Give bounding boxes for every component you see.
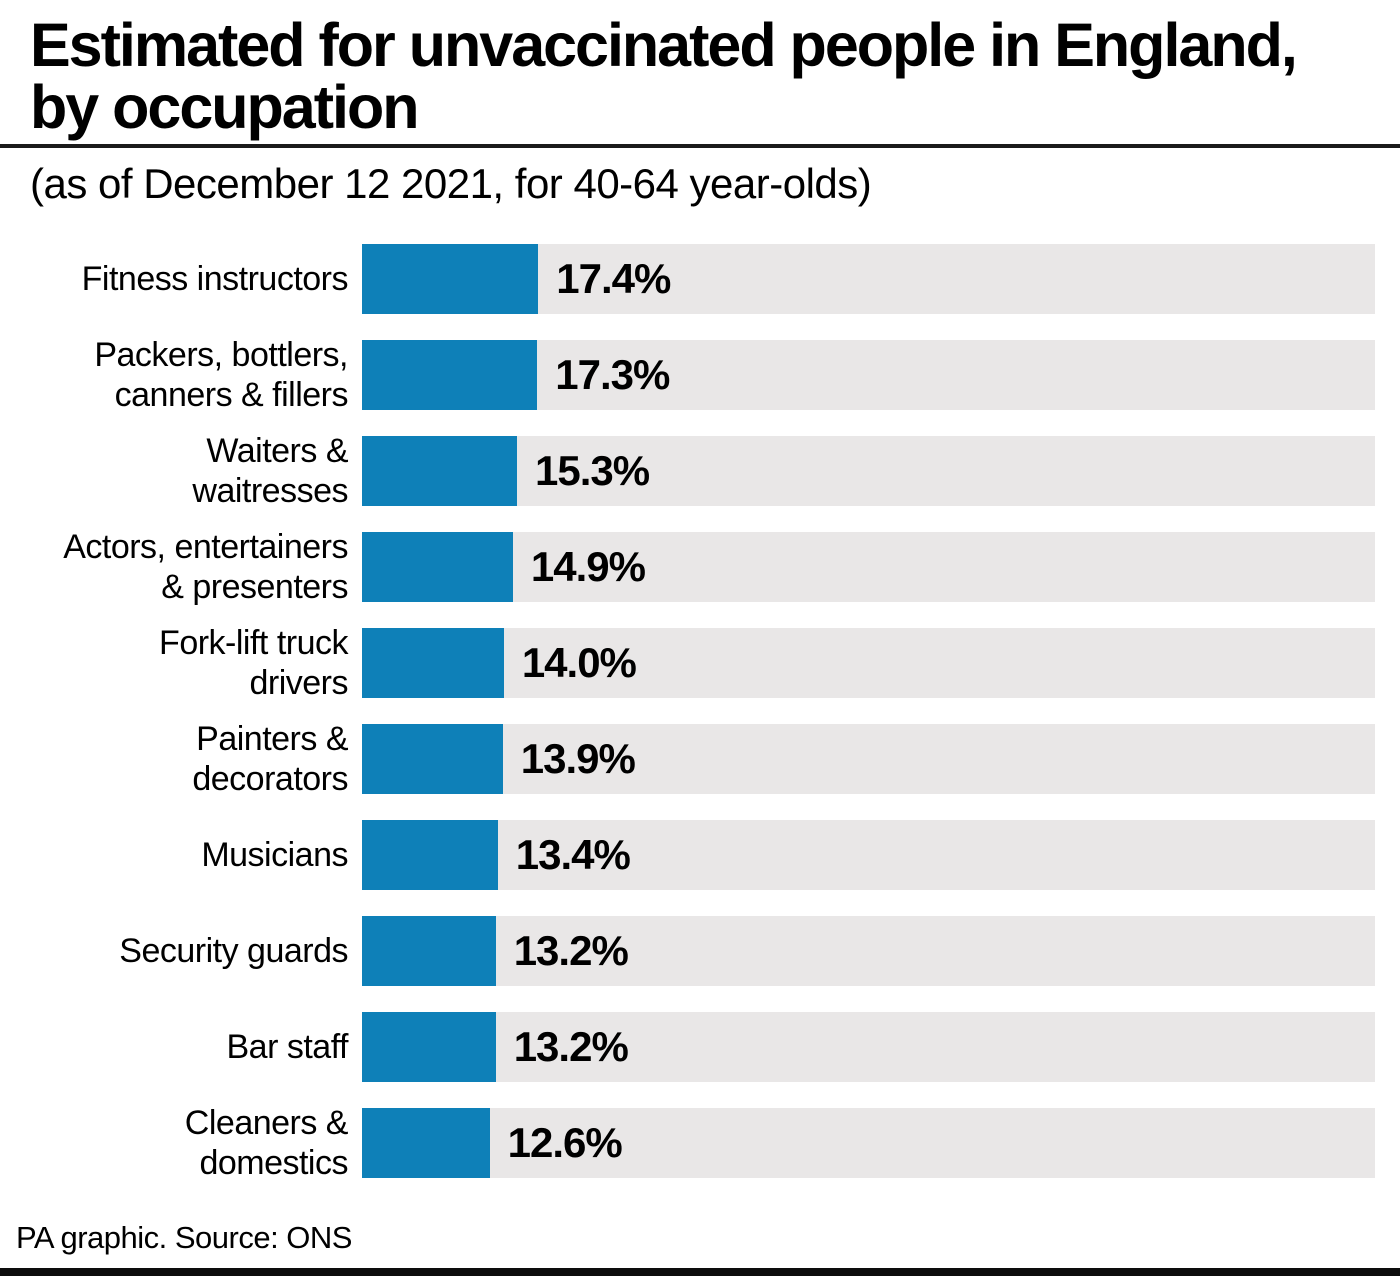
bar-fill: [362, 724, 503, 794]
value-label: 13.9%: [520, 735, 636, 782]
chart-title: Estimated for unvaccinated people in Eng…: [30, 11, 1298, 141]
bottom-accent-bar: [0, 1268, 1400, 1276]
chart-subtitle: (as of December 12 2021, for 40-64 year-…: [30, 160, 872, 207]
row-label: Fork-lift truck drivers: [159, 624, 348, 702]
bar-fill: [362, 244, 539, 314]
row-label: Packers, bottlers, canners & fillers: [94, 336, 348, 414]
bar-fill: [362, 532, 513, 602]
chart-row: Security guards 13.2%: [0, 916, 1400, 986]
bar-track: 13.9%: [362, 724, 1375, 794]
bar-track: 13.2%: [362, 916, 1375, 986]
bar-track: 14.0%: [362, 628, 1375, 698]
bar-fill: [362, 436, 517, 506]
value-label: 12.6%: [507, 1119, 623, 1166]
chart-row: Waiters & waitresses 15.3%: [0, 432, 1400, 510]
bar-fill: [362, 1108, 490, 1178]
chart-row: Cleaners & domestics 12.6%: [0, 1104, 1400, 1182]
chart-row: Actors, entertainers & presenters 14.9%: [0, 528, 1400, 606]
bar-track: 13.4%: [362, 820, 1375, 890]
bar-chart: Fitness instructors 17.4% Packers, bottl…: [0, 244, 1400, 1182]
title-divider: [0, 144, 1400, 148]
value-label: 17.4%: [556, 255, 671, 302]
row-label: Fitness instructors: [81, 260, 349, 298]
chart-row: Fork-lift truck drivers 14.0%: [0, 624, 1400, 702]
row-label: Musicians: [201, 836, 348, 874]
bar-track: 13.2%: [362, 1012, 1375, 1082]
row-label: Security guards: [119, 932, 348, 970]
bar-fill: [362, 916, 496, 986]
row-label: Waiters & waitresses: [192, 432, 348, 510]
bar-fill: [362, 820, 498, 890]
value-label: 17.3%: [555, 351, 670, 398]
chart-row: Fitness instructors 17.4%: [0, 244, 1400, 314]
chart-row: Musicians 13.4%: [0, 820, 1400, 890]
value-label: 13.2%: [513, 927, 629, 974]
chart-row: Bar staff 13.2%: [0, 1012, 1400, 1082]
value-label: 15.3%: [534, 447, 650, 494]
row-label: Cleaners & domestics: [184, 1104, 349, 1182]
row-label: Painters & decorators: [192, 720, 348, 798]
source-credit: PA graphic. Source: ONS: [16, 1220, 352, 1255]
row-label: Actors, entertainers & presenters: [63, 528, 348, 606]
value-label: 13.4%: [515, 831, 631, 878]
bar-track: 17.4%: [362, 244, 1375, 314]
bar-track: 15.3%: [362, 436, 1375, 506]
value-label: 14.0%: [521, 639, 637, 686]
bar-track: 17.3%: [362, 340, 1375, 410]
chart-row: Painters & decorators 13.9%: [0, 720, 1400, 798]
bar-track: 12.6%: [362, 1108, 1375, 1178]
bar-track: 14.9%: [362, 532, 1375, 602]
bar-fill: [362, 1012, 496, 1082]
bar-fill: [362, 628, 504, 698]
chart-row: Packers, bottlers, canners & fillers 17.…: [0, 336, 1400, 414]
value-label: 13.2%: [513, 1023, 629, 1070]
bar-fill: [362, 340, 538, 410]
row-label: Bar staff: [226, 1028, 349, 1066]
value-label: 14.9%: [530, 543, 646, 590]
